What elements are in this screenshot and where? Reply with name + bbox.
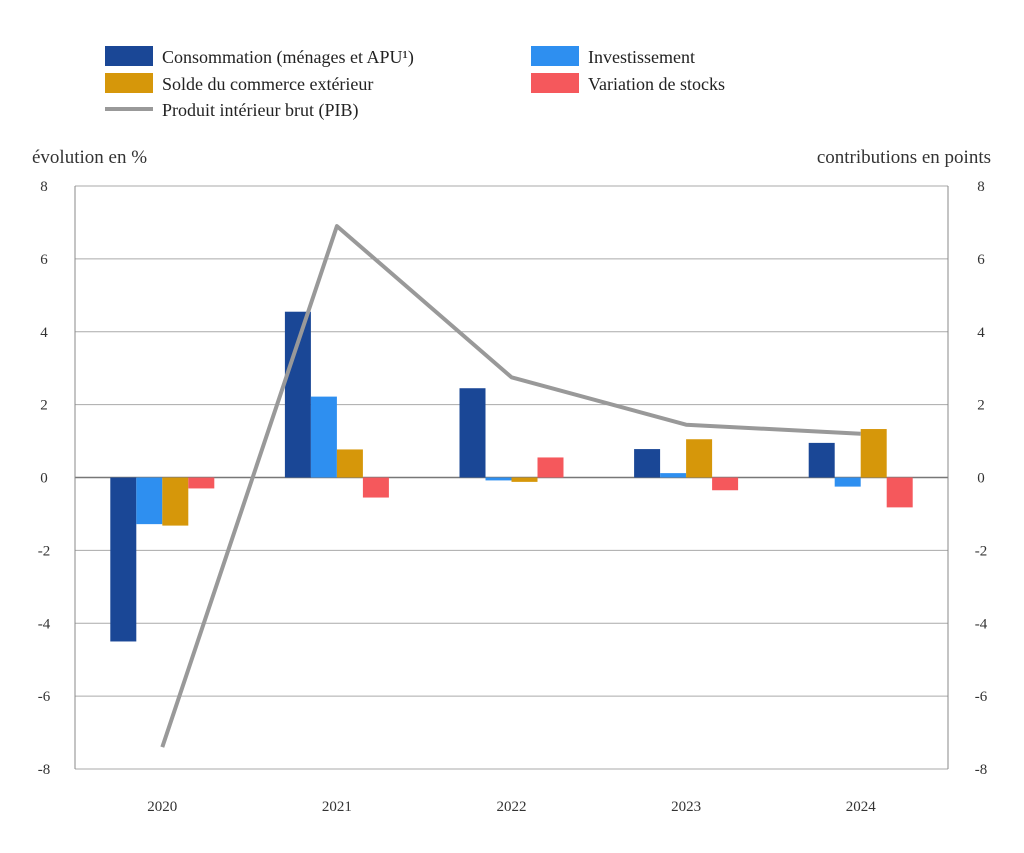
bar-2021-4 [362,477,389,498]
category-label: 2020 [147,799,177,815]
right-tick-label: -4 [975,616,988,632]
tick-labels: 8 8 6 6 4 4 2 2 0 0 -2 -2 -4 -4 -6 -6 -8 -8 [38,179,988,778]
bar-2020-3 [162,477,189,526]
bar-2023-1 [634,449,661,478]
legend-label-stocks: Variation de stocks [588,74,725,94]
left-tick-label: -6 [38,689,51,705]
bar-2022-2 [485,477,512,481]
legend-swatch-solde [105,73,153,93]
right-tick-label: 0 [977,471,985,487]
category-label: 2021 [322,799,352,815]
legend: Consommation (ménages et APU¹) Investiss… [105,46,725,121]
category-label: 2024 [846,799,877,815]
category-labels: 2020 2021 2022 2023 2024 [147,799,876,815]
right-tick-label: 2 [977,398,985,414]
right-tick-label: 4 [977,325,985,341]
right-axis-label: contributions en points [817,147,991,168]
bars [110,311,913,642]
bar-2024-4 [886,477,913,508]
bar-2023-3 [686,439,713,478]
pib-line-layer [160,224,861,748]
category-label: 2023 [671,799,701,815]
left-tick-label: 2 [40,398,48,414]
left-tick-label: -8 [38,762,51,778]
bar-2023-4 [712,477,739,491]
plot-area: 8 86 64 42 20 0-2 -2-4 -4-6 -6-8 -8 2020 2021 2022 2… [38,179,988,815]
left-tick-label: 6 [40,252,48,268]
right-tick-label: -2 [975,543,988,559]
pib-line [160,224,861,748]
left-axis-label: évolution en % [32,147,147,168]
legend-swatch-consommation [105,46,153,66]
category-label: 2022 [497,799,527,815]
bar-2021-3 [336,449,363,478]
bar-2022-4 [537,457,564,478]
legend-item-pib: Produit intérieur brut (PIB) [105,100,358,121]
legend-item-solde: Solde du commerce extérieur [105,73,373,94]
right-tick-label: 8 [977,179,985,195]
legend-item-consommation: Consommation (ménages et APU¹) [105,46,414,68]
right-tick-label: -6 [975,689,988,705]
bar-2020-1 [110,477,137,642]
left-tick-label: -2 [38,543,51,559]
bar-2020-2 [136,477,163,525]
legend-item-stocks: Variation de stocks [531,73,725,94]
right-tick-label: 6 [977,252,985,268]
legend-label-consommation: Consommation (ménages et APU¹) [162,47,414,68]
bar-2024-3 [860,429,887,478]
plot-frame [74,186,949,769]
bar-2021-2 [310,396,337,478]
bar-2023-2 [660,473,687,478]
left-tick-label: -4 [38,616,51,632]
bar-2022-1 [459,388,486,478]
legend-item-investissement: Investissement [531,46,695,67]
bar-2024-2 [834,477,861,487]
left-tick-label: 4 [40,325,48,341]
left-tick-label: 8 [40,179,48,195]
bar-2022-3 [511,477,538,482]
right-tick-label: -8 [975,762,988,778]
bar-2024-1 [808,442,835,478]
legend-label-pib: Produit intérieur brut (PIB) [162,100,358,121]
legend-label-investissement: Investissement [588,47,695,67]
legend-label-solde: Solde du commerce extérieur [162,74,373,94]
legend-swatch-stocks [531,73,579,93]
legend-swatch-investissement [531,46,579,66]
left-tick-label: 0 [40,471,48,487]
bar-2020-4 [188,477,215,489]
